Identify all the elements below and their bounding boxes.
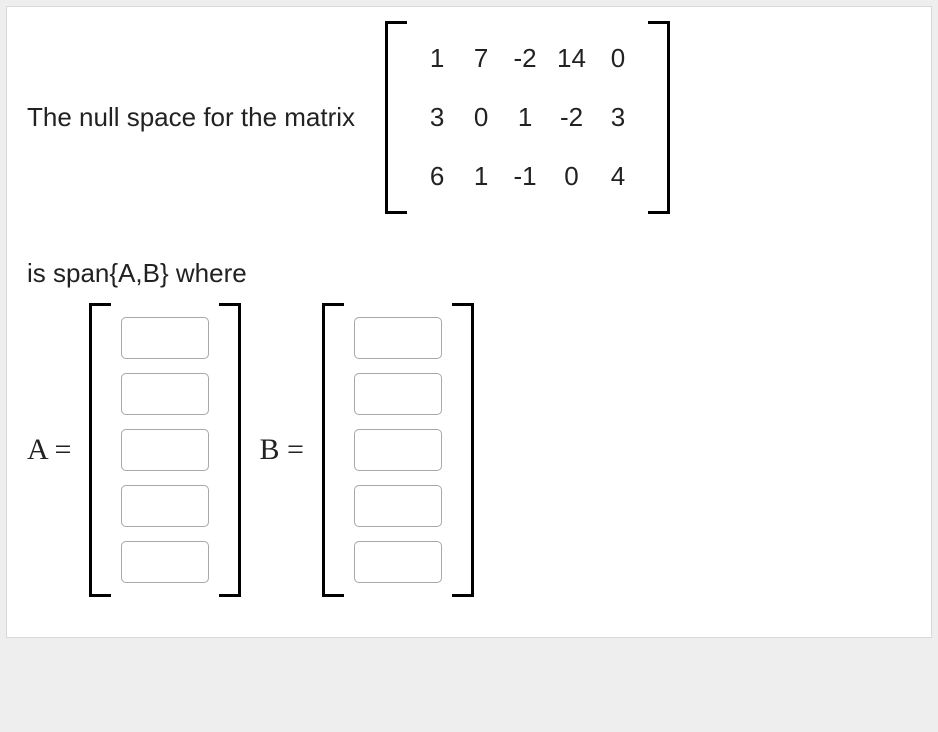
prompt-row: The null space for the matrix 17-2140301… <box>27 7 911 214</box>
vector-a-label: A = <box>27 433 71 467</box>
vector-b-left-bracket <box>322 303 344 597</box>
vector-a-input-5[interactable] <box>121 541 209 583</box>
vector-b-input-2[interactable] <box>354 373 442 415</box>
page-background: The null space for the matrix 17-2140301… <box>0 0 938 644</box>
matrix-right-bracket <box>648 21 670 214</box>
matrix-cell-r2-c1: 1 <box>469 161 493 192</box>
vector-b-input-1[interactable] <box>354 317 442 359</box>
vector-a-input-4[interactable] <box>121 485 209 527</box>
given-matrix: 17-2140301-2361-104 <box>385 21 670 214</box>
question-panel: The null space for the matrix 17-2140301… <box>6 6 932 638</box>
vector-a-input-2[interactable] <box>121 373 209 415</box>
vector-b-input-5[interactable] <box>354 541 442 583</box>
matrix-left-bracket <box>385 21 407 214</box>
vector-b-body <box>344 303 452 597</box>
vector-b <box>322 303 474 597</box>
matrix-cell-r0-c0: 1 <box>425 43 449 74</box>
vector-b-right-bracket <box>452 303 474 597</box>
matrix-cell-r0-c2: -2 <box>513 43 537 74</box>
matrix-cell-r0-c3: 14 <box>557 43 586 74</box>
matrix-cell-r2-c2: -1 <box>513 161 537 192</box>
matrix-cell-r2-c4: 4 <box>606 161 630 192</box>
matrix-grid: 17-2140301-2361-104 <box>407 21 648 214</box>
vector-b-input-3[interactable] <box>354 429 442 471</box>
vector-b-label: B = <box>259 433 303 467</box>
vector-a-right-bracket <box>219 303 241 597</box>
matrix-cell-r2-c3: 0 <box>557 161 586 192</box>
matrix-cell-r1-c4: 3 <box>606 102 630 133</box>
matrix-cell-r1-c1: 0 <box>469 102 493 133</box>
vector-b-input-4[interactable] <box>354 485 442 527</box>
matrix-cell-r1-c2: 1 <box>513 102 537 133</box>
matrix-cell-r1-c3: -2 <box>557 102 586 133</box>
matrix-cell-r0-c1: 7 <box>469 43 493 74</box>
answer-row: A = B = <box>27 303 911 597</box>
prompt-text-line2: is span{A,B} where <box>27 258 911 289</box>
matrix-cell-r0-c4: 0 <box>606 43 630 74</box>
vector-a-left-bracket <box>89 303 111 597</box>
matrix-cell-r1-c0: 3 <box>425 102 449 133</box>
vector-a-body <box>111 303 219 597</box>
prompt-text-line1: The null space for the matrix <box>27 102 355 133</box>
vector-a-input-3[interactable] <box>121 429 209 471</box>
vector-a <box>89 303 241 597</box>
matrix-cell-r2-c0: 6 <box>425 161 449 192</box>
vector-a-input-1[interactable] <box>121 317 209 359</box>
